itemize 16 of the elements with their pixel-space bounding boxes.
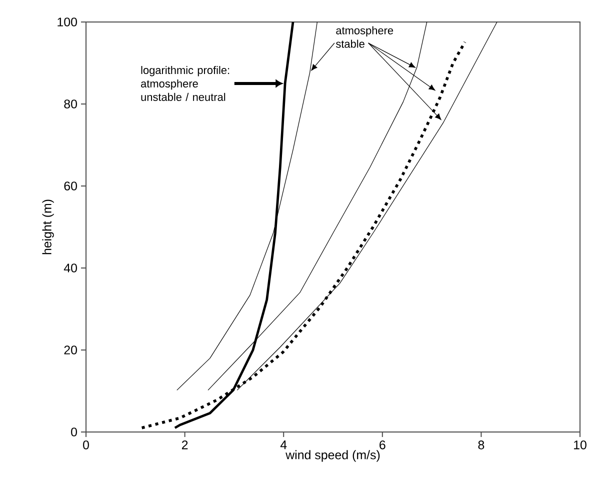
x-tick-label: 0 <box>83 440 89 450</box>
y-tick-label: 80 <box>64 100 77 108</box>
y-axis-title: height (m) <box>42 200 54 254</box>
x-tick-label: 6 <box>380 440 386 450</box>
y-tick-label: 20 <box>64 346 77 354</box>
x-tick-label: 10 <box>574 440 586 450</box>
annotation: logarithmic profile: atmosphere unstable / neutral <box>141 66 230 101</box>
x-tick-label: 8 <box>478 440 484 450</box>
x-axis-title: wind speed (m/s) <box>286 450 380 462</box>
y-tick-label: 40 <box>64 264 77 272</box>
y-tick-label: 0 <box>71 428 77 436</box>
annotation: atmosphere stable <box>336 26 394 48</box>
x-tick-label: 4 <box>280 440 287 450</box>
x-tick-label: 2 <box>182 440 188 450</box>
y-tick-label: 60 <box>64 182 77 190</box>
y-tick-label: 100 <box>58 18 77 26</box>
